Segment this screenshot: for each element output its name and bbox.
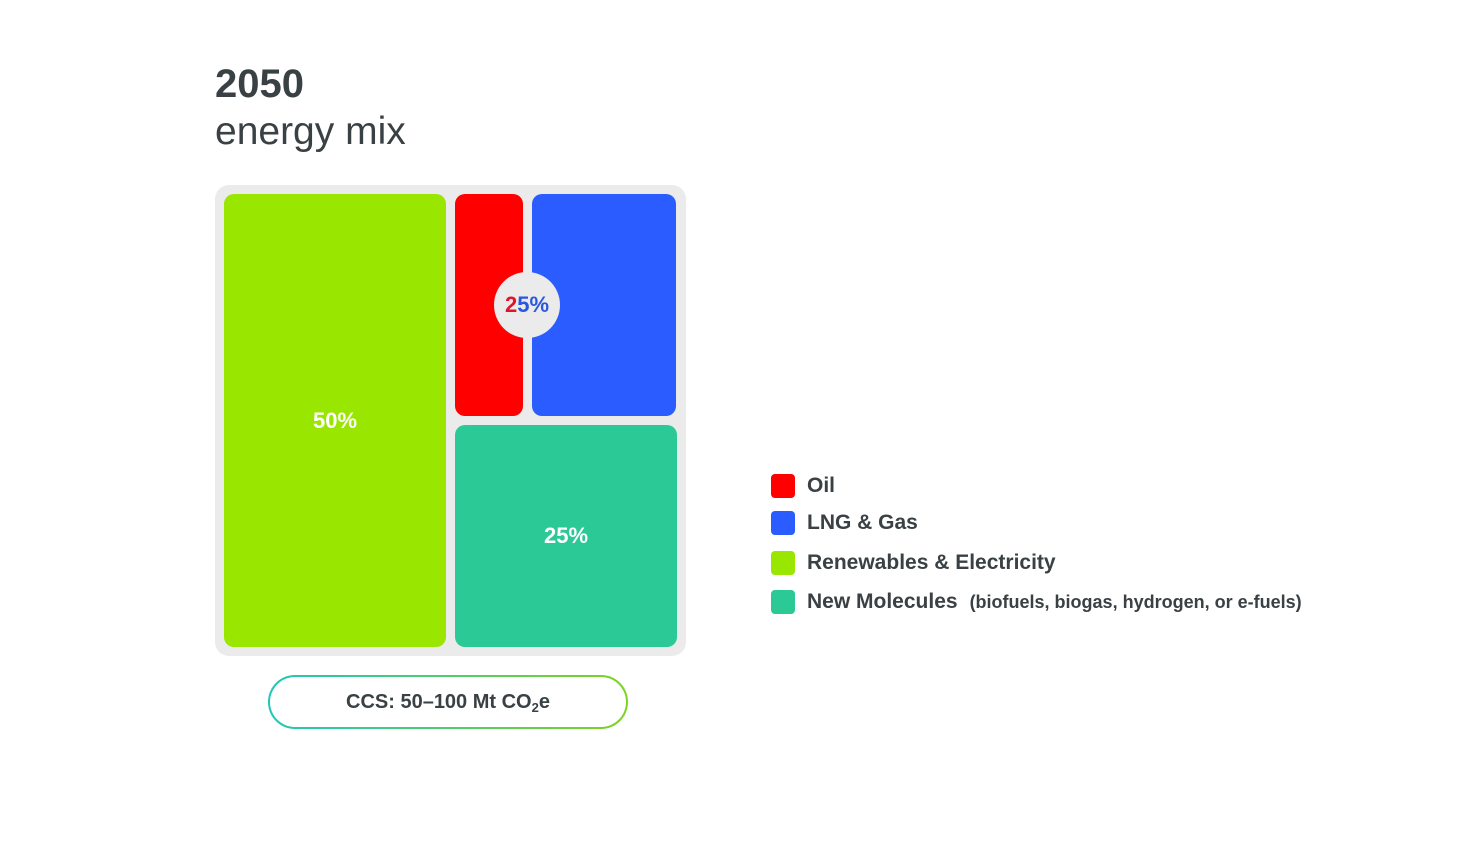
legend-text-renewables: Renewables & Electricity — [807, 551, 1056, 574]
legend-label-lng-gas: LNG & Gas — [807, 511, 918, 535]
ccs-prefix: CCS: 50–100 Mt CO — [346, 691, 532, 713]
ccs-label: CCS: 50–100 Mt CO2e — [270, 677, 626, 727]
legend-note-new-molecules: (biofuels, biogas, hydrogen, or e-fuels) — [969, 592, 1302, 612]
legend-text-lng-gas: LNG & Gas — [807, 511, 918, 534]
legend-label-renewables: Renewables & Electricity — [807, 551, 1056, 575]
bubble-digit-2: 5 — [517, 292, 530, 317]
legend-label-new-molecules: New Molecules (biofuels, biogas, hydrogen… — [807, 590, 1302, 614]
tile-renewables-electricity — [224, 194, 446, 647]
tile-new-molecules — [455, 425, 677, 647]
legend-swatch-renewables — [771, 551, 795, 575]
tile-label-new-molecules: 25% — [543, 523, 589, 548]
legend-swatch-new-molecules — [771, 590, 795, 614]
ccs-subscript: 2 — [531, 700, 539, 715]
page-title-year: 2050 — [215, 62, 304, 106]
ccs-pill: CCS: 50–100 Mt CO2e — [268, 675, 628, 729]
legend-swatch-lng-gas — [771, 511, 795, 535]
page-title-subtitle: energy mix — [215, 110, 406, 153]
bubble-digit-1: 2 — [504, 292, 518, 317]
legend-label-oil: Oil — [807, 474, 835, 498]
legend-text-oil: Oil — [807, 474, 836, 497]
tile-label-renewables-electricity: 50% — [312, 407, 358, 433]
ccs-suffix: e — [538, 691, 550, 713]
legend-text-new-molecules: New Molecules — [807, 590, 958, 613]
bubble-percent: % — [529, 292, 550, 317]
combined-value-bubble: 25% — [494, 272, 560, 338]
legend-swatch-oil — [771, 474, 795, 498]
